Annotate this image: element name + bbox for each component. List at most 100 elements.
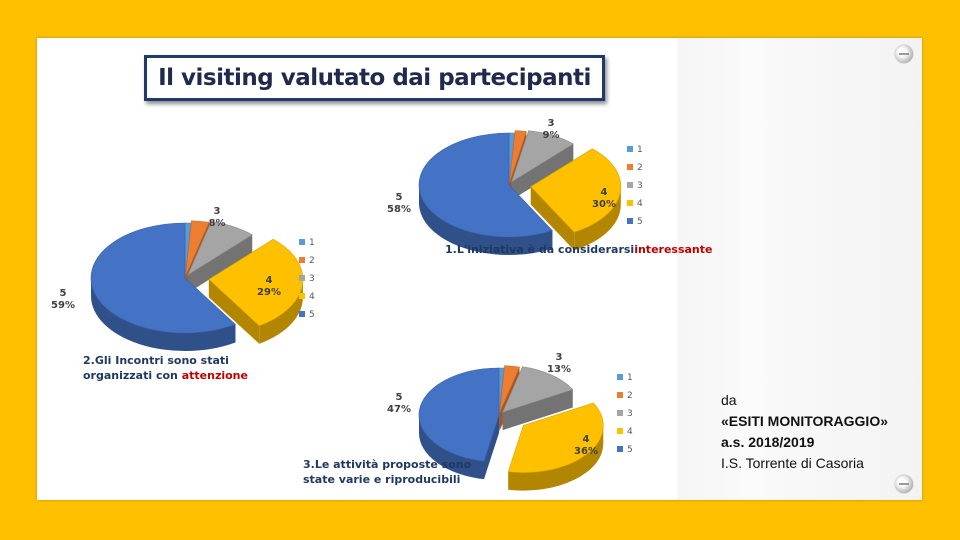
data-label-category: 3 <box>556 352 563 363</box>
legend-swatch-3 <box>617 410 623 416</box>
legend-swatch-2 <box>627 164 633 170</box>
pie-slice-5 <box>418 132 553 238</box>
pie-slice-3 <box>502 366 574 413</box>
data-label-category: 4 <box>601 187 608 198</box>
data-label-category: 3 <box>214 206 221 217</box>
pie-wall <box>530 186 575 251</box>
legend-swatch-4 <box>299 293 305 299</box>
data-label-3: 3 8% <box>209 206 226 229</box>
legend-label-1: 1 <box>627 373 633 383</box>
data-label-value: 8% <box>209 218 226 229</box>
legend-swatch-5 <box>617 446 623 452</box>
source-line-3: a.s. 2018/2019 <box>721 434 815 450</box>
data-label-category: 5 <box>396 392 403 403</box>
legend: 1 2 3 4 5 <box>627 145 643 227</box>
data-label-category: 4 <box>583 434 590 445</box>
data-label-value: 13% <box>547 364 571 375</box>
pie-rim <box>419 185 553 256</box>
legend-swatch-5 <box>627 218 633 224</box>
data-label-5: 5 47% <box>387 392 411 415</box>
legend-swatch-2 <box>617 392 623 398</box>
pie-wall <box>484 415 499 480</box>
data-label-value: 36% <box>574 446 598 457</box>
legend-label-2: 2 <box>627 391 633 401</box>
pie-slice-4 <box>530 148 622 233</box>
legend-label-3: 3 <box>637 181 643 191</box>
legend-label-1: 1 <box>309 238 315 248</box>
screw-icon <box>895 475 913 493</box>
data-label-value: 59% <box>51 300 75 311</box>
data-label-4: 4 29% <box>257 275 281 298</box>
title-box: Il visiting valutato dai partecipanti <box>144 55 605 101</box>
legend-swatch-4 <box>617 428 623 434</box>
pie-slice-2 <box>185 220 210 276</box>
pie-rim <box>508 425 604 491</box>
pie-slice-3 <box>511 130 574 183</box>
legend-swatch-1 <box>617 374 623 380</box>
pie-slice-5 <box>418 367 500 462</box>
pie-slice-3 <box>187 221 253 276</box>
data-label-category: 5 <box>60 288 67 299</box>
legend-label-4: 4 <box>627 427 633 437</box>
legend-label-3: 3 <box>309 274 315 284</box>
legend-label-4: 4 <box>637 199 643 209</box>
data-label-3: 3 9% <box>543 118 560 141</box>
slide-title: Il visiting valutato dai partecipanti <box>158 65 591 91</box>
pie-slice-4 <box>208 238 304 327</box>
data-label-5: 5 58% <box>387 192 411 215</box>
data-label-3: 3 13% <box>547 352 571 375</box>
chart-title: 3.Le attività proposte sono state varie e… <box>303 458 472 486</box>
pie-rim <box>419 415 485 480</box>
chart-title-line-1: 2.Gli Incontri sono stati <box>83 354 229 367</box>
legend-label-5: 5 <box>627 445 633 455</box>
data-label-value: 47% <box>387 404 411 415</box>
chart-title-line-2: state varie e riproducibili <box>303 473 460 486</box>
legend-label-5: 5 <box>309 310 315 320</box>
data-label-category: 3 <box>548 118 555 129</box>
chart-title-line-1: 3.Le attività proposte sono <box>303 458 472 471</box>
data-label-category: 5 <box>396 192 403 203</box>
chart-title-line-2: organizzati con <box>83 369 182 382</box>
chart-title-highlight: attenzione <box>182 369 248 382</box>
data-label-5: 5 59% <box>51 288 75 311</box>
data-label-4: 4 30% <box>592 187 616 210</box>
pie-rim <box>91 278 236 351</box>
source-line-4: I.S. Torrente di Casoria <box>721 455 864 471</box>
chart-title: 1.L'iniziativa è da considerarsiinteress… <box>445 243 712 256</box>
pie-rim <box>574 186 621 251</box>
data-label-4: 4 36% <box>574 434 598 457</box>
pie-slice-2 <box>509 130 527 183</box>
legend-label-2: 2 <box>309 256 315 266</box>
chart-title-highlight: interessante <box>634 243 712 256</box>
legend-swatch-3 <box>299 275 305 281</box>
data-label-category: 4 <box>266 275 273 286</box>
legend-swatch-1 <box>299 239 305 245</box>
data-label-value: 30% <box>592 199 616 210</box>
side-panel <box>677 38 922 500</box>
legend-label-2: 2 <box>637 163 643 173</box>
legend-label-1: 1 <box>637 145 643 155</box>
pie-wall <box>511 143 574 200</box>
data-label-value: 29% <box>257 287 281 298</box>
pie-rim <box>259 279 303 344</box>
legend: 1 2 3 4 5 <box>617 373 633 455</box>
legend-swatch-3 <box>627 182 633 188</box>
legend-swatch-5 <box>299 311 305 317</box>
source-line-1: da <box>721 392 737 408</box>
pie-slice-2 <box>499 365 520 413</box>
legend-swatch-4 <box>627 200 633 206</box>
legend-swatch-1 <box>627 146 633 152</box>
screw-icon <box>895 45 913 63</box>
chart-title-line-1: 1.L'iniziativa è da considerarsi <box>445 243 634 256</box>
legend-label-5: 5 <box>637 217 643 227</box>
source-line-2: «ESITI MONITORAGGIO» <box>721 413 888 429</box>
legend: 1 2 3 4 5 <box>299 238 315 320</box>
data-label-value: 9% <box>543 130 560 141</box>
pie-wall <box>187 234 253 293</box>
pie-slice-4 <box>507 402 604 473</box>
